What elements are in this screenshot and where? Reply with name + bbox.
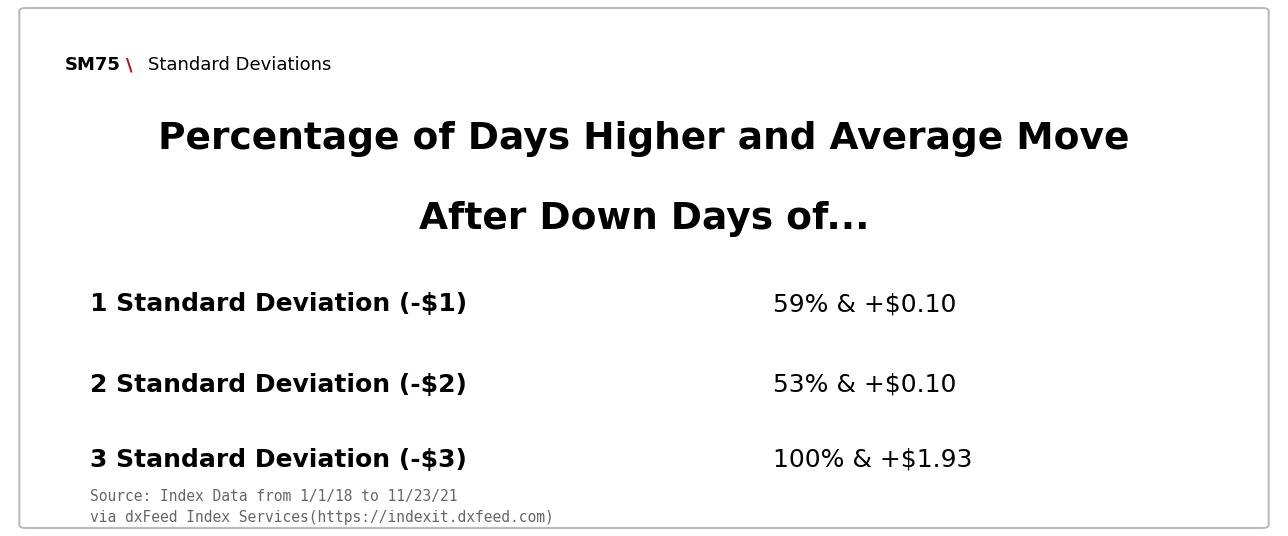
Text: 3 Standard Deviation (-$3): 3 Standard Deviation (-$3) xyxy=(90,448,468,472)
Text: Source: Index Data from 1/1/18 to 11/23/21
via dxFeed Index Services(https://ind: Source: Index Data from 1/1/18 to 11/23/… xyxy=(90,489,554,525)
Text: 2 Standard Deviation (-$2): 2 Standard Deviation (-$2) xyxy=(90,373,468,397)
FancyBboxPatch shape xyxy=(19,8,1269,528)
Text: Percentage of Days Higher and Average Move: Percentage of Days Higher and Average Mo… xyxy=(158,121,1130,157)
Text: Standard Deviations: Standard Deviations xyxy=(148,56,331,75)
Text: \: \ xyxy=(126,56,133,75)
Text: SM75: SM75 xyxy=(64,56,120,75)
Text: 59% & +$0.10: 59% & +$0.10 xyxy=(773,292,956,316)
Text: 53% & +$0.10: 53% & +$0.10 xyxy=(773,373,956,397)
Text: 100% & +$1.93: 100% & +$1.93 xyxy=(773,448,972,472)
Text: 1 Standard Deviation (-$1): 1 Standard Deviation (-$1) xyxy=(90,292,468,316)
Text: After Down Days of...: After Down Days of... xyxy=(419,201,869,237)
